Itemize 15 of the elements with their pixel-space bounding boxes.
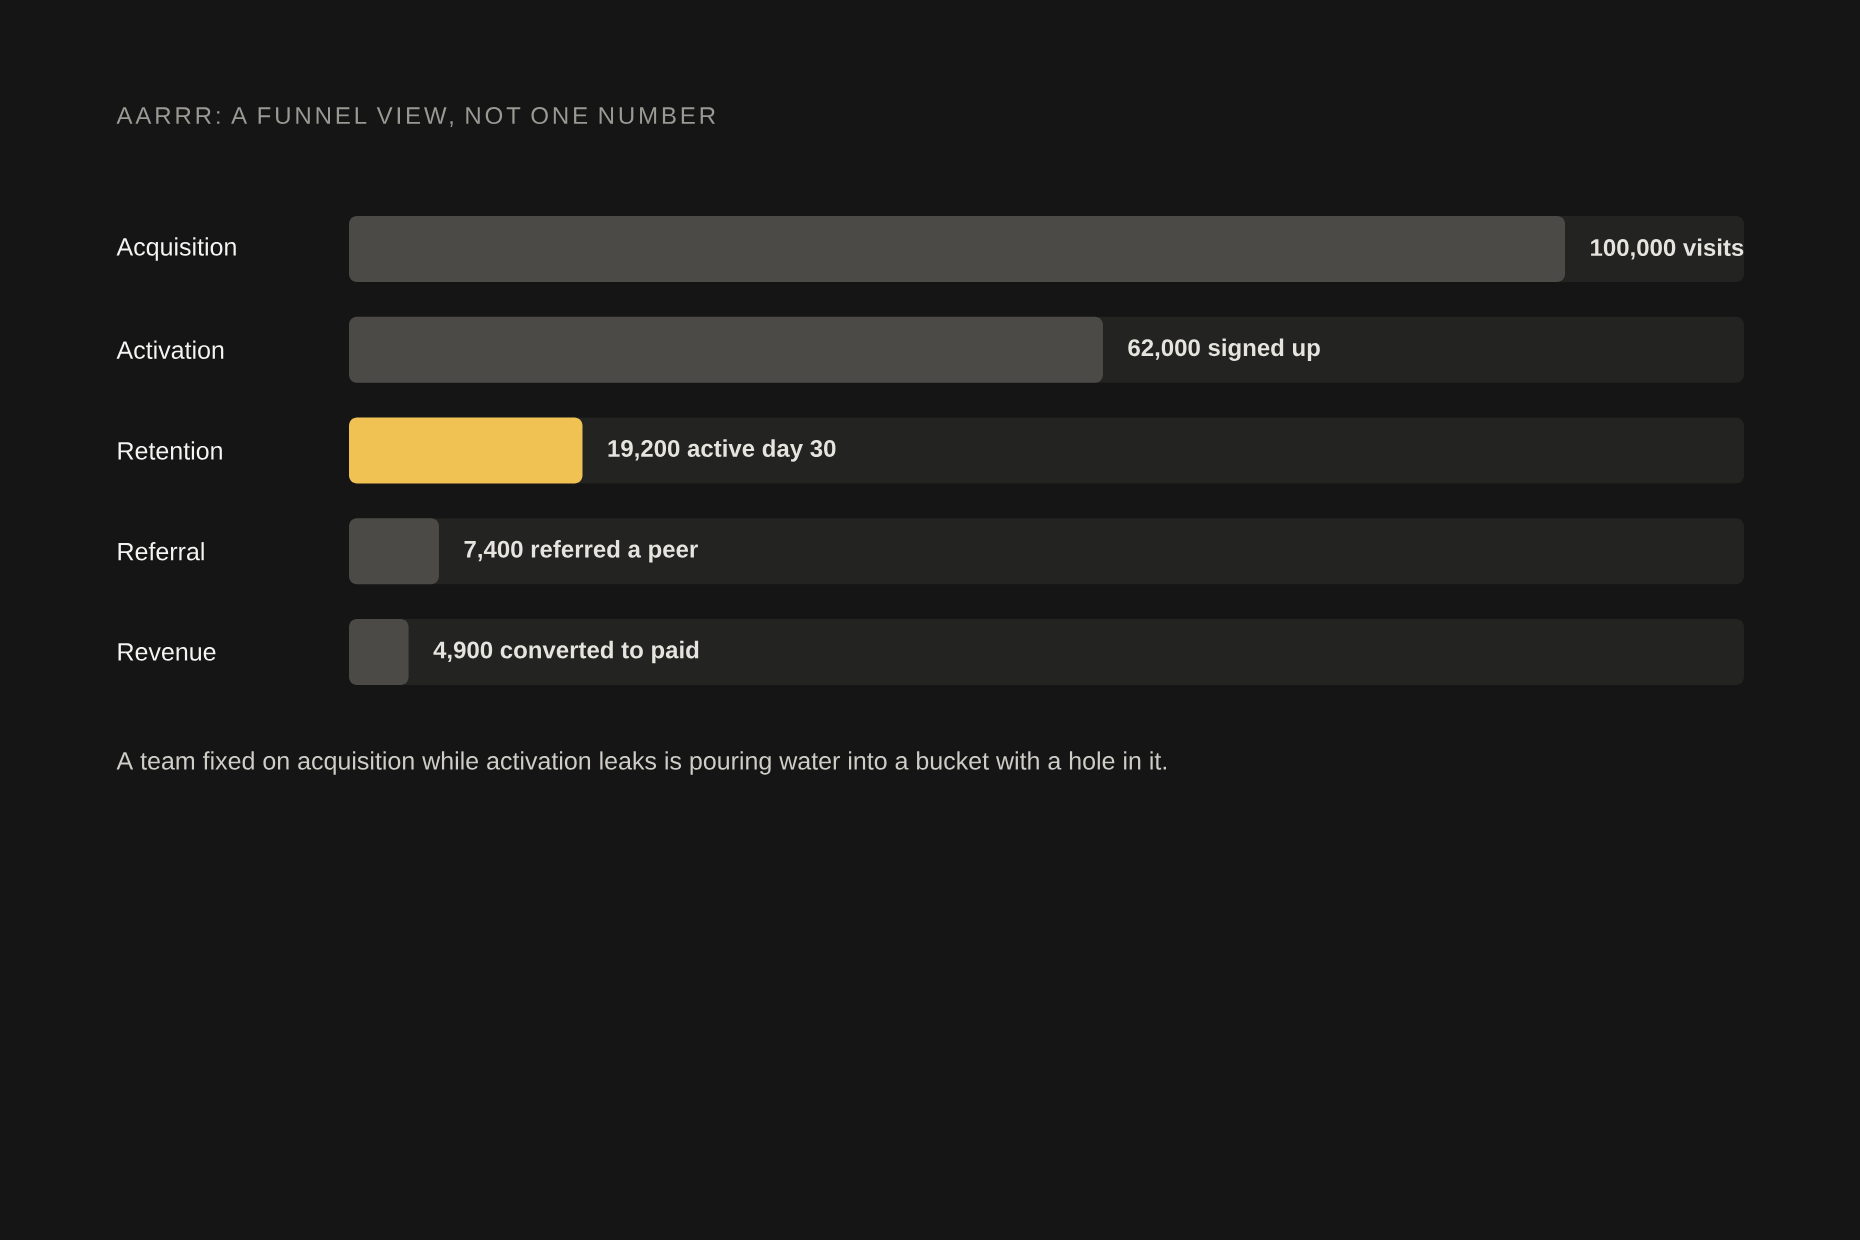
y-tick-label: Retention <box>118 441 222 460</box>
data-label: 19,200 active day 30 <box>608 439 836 462</box>
y-tick-label: Referral <box>118 542 204 561</box>
y-tick-label: Activation <box>116 340 224 359</box>
chart-title: AARRR: A FUNNEL VIEW, NOT ONE NUMBER <box>116 107 715 127</box>
bar <box>349 518 439 585</box>
data-label: 4,900 converted to paid <box>433 640 699 664</box>
data-label: 62,000 signed up <box>1128 338 1320 362</box>
bar <box>349 619 409 686</box>
data-label: 100,000 visits <box>1591 238 1744 260</box>
bar <box>349 417 583 484</box>
text: A team fixed on acquisition while activation leaks is pouring water into a bucket with a hole in it. <box>116 751 1166 775</box>
y-tick-label: Revenue <box>118 643 216 661</box>
y-tick-label: Acquisition <box>116 237 236 261</box>
data-label: 7,400 referred a peer <box>464 540 698 563</box>
